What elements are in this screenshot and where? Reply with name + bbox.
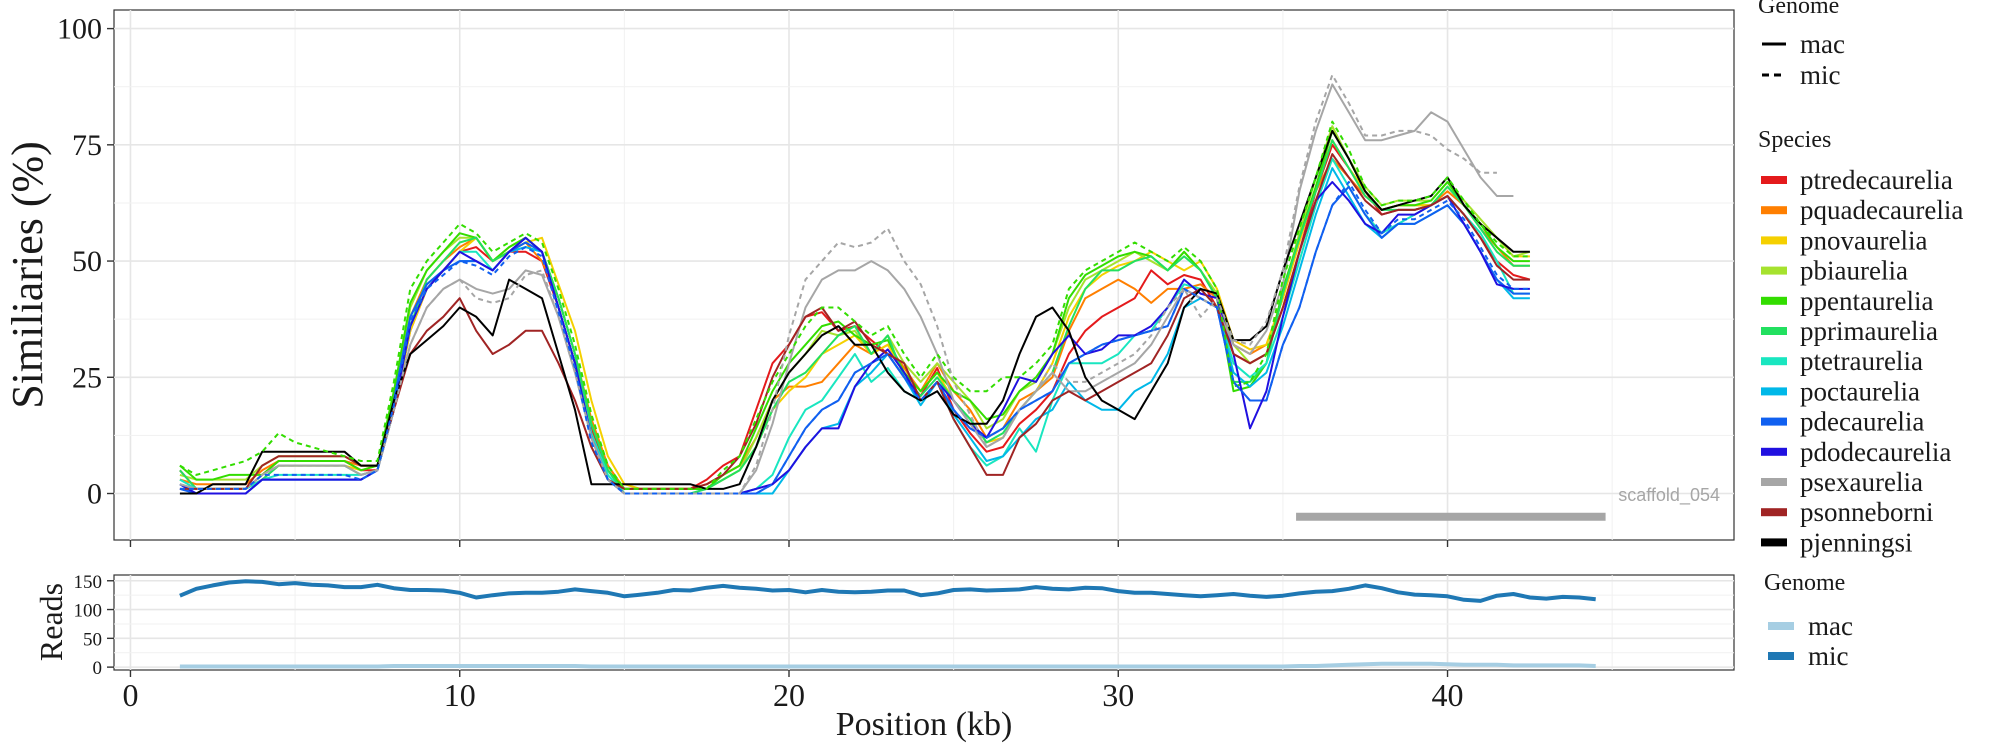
legend-species-swatch-ptredecaurelia [1761,176,1787,184]
legend-genome-label-mac: mac [1800,29,1845,59]
reads-y-tick-label: 0 [93,658,103,679]
legend-species-title: Species [1758,127,1831,153]
reads-lines [179,579,1596,669]
scaffold-annotation: scaffold_054 [1296,485,1720,521]
y-tick-label: 25 [72,361,102,394]
similarity-x-ticks [129,540,1449,547]
legend-reads-swatch-mic [1768,652,1794,660]
x-tick-label: 0 [122,677,138,713]
legend-species-label-psexaurelia: psexaurelia [1800,467,1923,497]
series-line-pdecaurelia-mic [179,181,1530,495]
legend-species-swatch-pdodecaurelia [1761,447,1787,456]
legend-species-label-poctaurelia: poctaurelia [1800,376,1920,406]
legend-species-label-pprimaurelia: pprimaurelia [1800,316,1938,346]
legend-species-swatch-psexaurelia [1761,478,1787,486]
x-tick-label: 30 [1102,677,1134,713]
reads-panel-background [113,574,1735,671]
legend-species-label-psonneborni: psonneborni [1800,497,1933,527]
similarity-y-axis: 0 25 50 75 100 [57,13,114,511]
legend-reads-label-mac: mac [1808,611,1853,641]
reads-y-tick-label: 150 [74,572,103,593]
legend-species-label-ptetraurelia: ptetraurelia [1800,346,1923,376]
legend-species: Species ptredecaureliapquadecaureliapnova… [1758,127,1963,557]
x-axis-label: Position (kb) [836,706,1013,743]
legend-species-swatch-ppentaurelia [1761,296,1787,305]
legend-species-swatch-poctaurelia [1761,387,1787,396]
x-tick-label: 20 [773,677,805,713]
legend-species-label-pdodecaurelia: pdodecaurelia [1800,437,1951,467]
legend-reads-label-mic: mic [1808,641,1849,671]
reads-y-tick-label: 50 [83,629,102,650]
y-tick-label: 0 [87,478,102,511]
legend-reads-title: Genome [1764,570,1845,596]
reads-panel: 0 50 100 150 Reads 0 10 20 30 40 Position (kb) [33,572,1735,743]
legend-species-label-pbiaurelia: pbiaurelia [1800,256,1908,286]
legend-species-label-ptredecaurelia: ptredecaurelia [1800,165,1953,195]
reads-line-mic [179,579,1596,603]
similarity-grid [114,10,1734,540]
reads-y-tick-label: 100 [74,601,103,622]
x-tick-label: 40 [1432,677,1464,713]
legend-genome-label-mic: mic [1800,60,1841,90]
legend-species-swatch-pbiaurelia [1761,266,1787,275]
reads-line-mac [179,661,1596,669]
y-tick-label: 50 [72,245,102,278]
legend-species-label-pquadecaurelia: pquadecaurelia [1800,195,1963,225]
legend-species-swatch-pnovaurelia [1761,236,1787,245]
reads-y-axis-label: Reads [33,583,69,661]
x-tick-label: 10 [444,677,476,713]
y-tick-label: 75 [72,129,102,162]
legend-species-swatch-pprimaurelia [1761,327,1787,335]
legend-species-label-pdecaurelia: pdecaurelia [1800,407,1924,437]
y-tick-label: 100 [57,13,102,46]
series-line-ppentaurelia-mic [179,120,1530,490]
legend-species-label-ppentaurelia: ppentaurelia [1800,286,1933,316]
legend-species-swatch-psonneborni [1761,508,1787,517]
scaffold-bar [1296,512,1606,521]
legend-reads-swatch-mac [1768,622,1794,630]
similarity-panel-background [113,9,1735,541]
similarity-lines [179,74,1531,495]
legend-species-swatch-ptetraurelia [1761,357,1787,366]
legend-genome-title: Genome [1758,0,1839,19]
series-line-psexaurelia-mic [179,74,1497,495]
legend-species-label-pjenningsi: pjenningsi [1800,527,1913,557]
similarity-y-axis-label: Similiaries (%) [3,141,52,409]
legend-species-swatch-pjenningsi [1761,538,1787,547]
reads-x-axis: 0 10 20 30 40 [122,670,1464,713]
similarity-panel: scaffold_054 0 25 50 75 100 Similiaries (%) [3,9,1735,547]
legend-species-label-pnovaurelia: pnovaurelia [1800,225,1927,255]
legend-species-swatch-pquadecaurelia [1761,206,1787,215]
scaffold-label: scaffold_054 [1618,485,1720,506]
legend-species-swatch-pdecaurelia [1761,417,1787,426]
reads-y-axis: 0 50 100 150 [74,572,114,679]
